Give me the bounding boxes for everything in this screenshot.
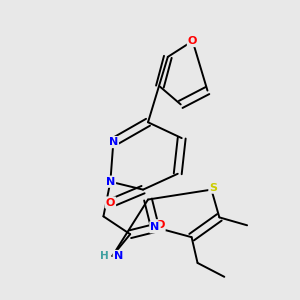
Text: O: O	[155, 220, 165, 230]
Text: S: S	[209, 183, 217, 193]
Text: H: H	[100, 251, 109, 261]
Text: O: O	[188, 36, 197, 46]
Text: N: N	[114, 251, 123, 261]
Text: N: N	[150, 222, 160, 232]
Text: N: N	[106, 177, 115, 187]
Text: N: N	[109, 137, 118, 147]
Text: O: O	[106, 197, 115, 208]
